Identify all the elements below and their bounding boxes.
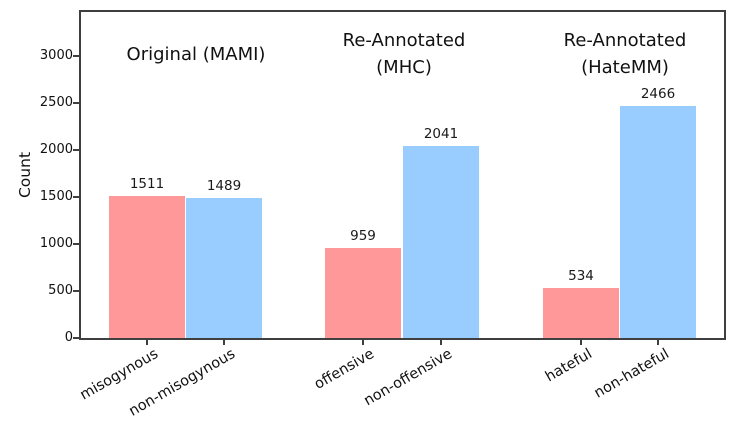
- x-tick-mark: [362, 340, 364, 345]
- x-tick-mark: [440, 340, 442, 345]
- y-tick-mark: [73, 243, 79, 246]
- group-title-1: Re-Annotated (MHC): [342, 30, 466, 78]
- y-tick-mark: [73, 149, 79, 152]
- bar-non-hateful: [620, 106, 696, 338]
- y-tick-mark: [73, 102, 79, 105]
- bar-value-label: 959: [350, 228, 376, 244]
- bar-value-label: 2466: [640, 86, 676, 102]
- bar-offensive: [325, 248, 401, 338]
- y-tick-mark: [73, 196, 79, 199]
- x-tick-mark: [146, 340, 148, 345]
- x-tick-mark: [580, 340, 582, 345]
- bar-misogynous: [109, 196, 185, 338]
- bar-value-label: 2041: [423, 126, 459, 142]
- y-tick-mark: [73, 55, 79, 58]
- y-tick-label: 1000: [39, 236, 73, 252]
- bar-non-misogynous: [186, 198, 262, 338]
- group-title-2: Re-Annotated (HateMM): [563, 30, 687, 78]
- bar-value-label: 534: [568, 268, 594, 284]
- bar-non-offensive: [403, 146, 479, 338]
- bar-hateful: [543, 288, 619, 338]
- y-tick-mark: [73, 337, 79, 339]
- y-tick-label: 500: [48, 283, 73, 299]
- group-title-0: Original (MAMI): [126, 44, 266, 65]
- y-tick-label: 1500: [39, 189, 73, 205]
- y-tick-label: 3000: [39, 48, 73, 64]
- y-tick-label: 0: [64, 330, 73, 345]
- y-tick-label: 2500: [39, 95, 73, 111]
- x-tick-mark: [657, 340, 659, 345]
- y-tick-mark: [73, 290, 79, 293]
- y-axis-label: Count: [16, 151, 34, 199]
- bar-value-label: 1511: [129, 176, 165, 192]
- x-tick-mark: [223, 340, 225, 345]
- x-category-label-misogynous: misogynous: [77, 346, 161, 404]
- bar-value-label: 1489: [206, 178, 242, 194]
- y-tick-label: 2000: [39, 142, 73, 158]
